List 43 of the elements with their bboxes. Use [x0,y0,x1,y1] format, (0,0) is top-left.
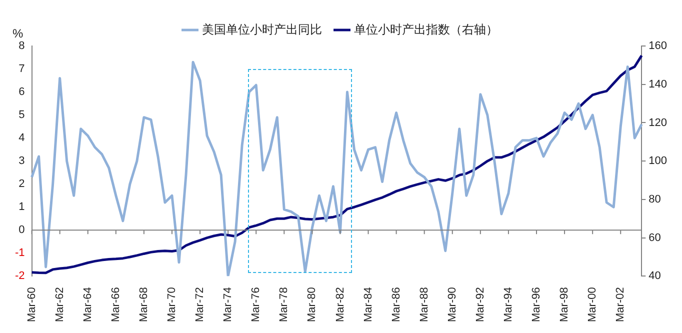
y-tick-label: 6 [18,86,25,98]
y2-tick-label: 80 [648,193,661,206]
y2-tick-label: 120 [648,116,668,129]
x-tick-label: Mar-66 [110,287,122,322]
y-tick-label: 2 [18,178,25,190]
x-tick-label: Mar-00 [586,287,599,322]
legend-label: 美国单位小时产出同比 [202,22,322,36]
x-tick-label: Mar-88 [418,287,430,322]
y-tick-label: 4 [18,132,25,144]
x-tick-label: Mar-62 [54,287,66,322]
x-tick-label: Mar-98 [558,287,571,322]
y2-tick-label: 40 [648,270,661,282]
x-tick-label: Mar-94 [502,287,514,322]
y-tick-label: 3 [18,155,25,168]
y-axis-title: % [12,26,24,40]
x-tick-label: Mar-90 [446,287,458,322]
x-tick-label: Mar-96 [530,287,543,322]
y2-tick-label: 160 [648,40,668,52]
y-tick-label: 8 [18,40,25,52]
y-tick-label: 7 [18,63,25,76]
y-tick-label: -2 [15,270,25,282]
x-tick-label: Mar-76 [250,287,262,322]
legend-label: 单位小时产出指数（右轴） [354,22,498,36]
y2-tick-label: 100 [648,155,668,168]
x-tick-label: Mar-84 [362,287,374,322]
x-tick-label: Mar-60 [26,287,38,322]
x-tick-label: Mar-86 [390,287,402,322]
x-tick-label: Mar-70 [166,287,178,322]
y-tick-label: 0 [18,224,25,236]
y-tick-label: -1 [15,247,25,260]
x-tick-label: Mar-80 [306,287,318,322]
y2-tick-label: 60 [648,232,661,244]
y2-tick-label: 140 [648,78,668,90]
x-tick-label: Mar-92 [474,287,486,322]
y-tick-label: 5 [18,109,25,122]
x-tick-label: Mar-68 [138,287,150,322]
x-tick-label: Mar-78 [278,287,290,322]
x-tick-label: Mar-64 [82,287,94,322]
x-tick-label: Mar-82 [334,287,346,322]
y-tick-label: 1 [18,201,25,214]
x-tick-label: Mar-02 [614,287,627,322]
x-tick-label: Mar-72 [194,287,206,322]
x-tick-label: Mar-74 [222,287,234,322]
